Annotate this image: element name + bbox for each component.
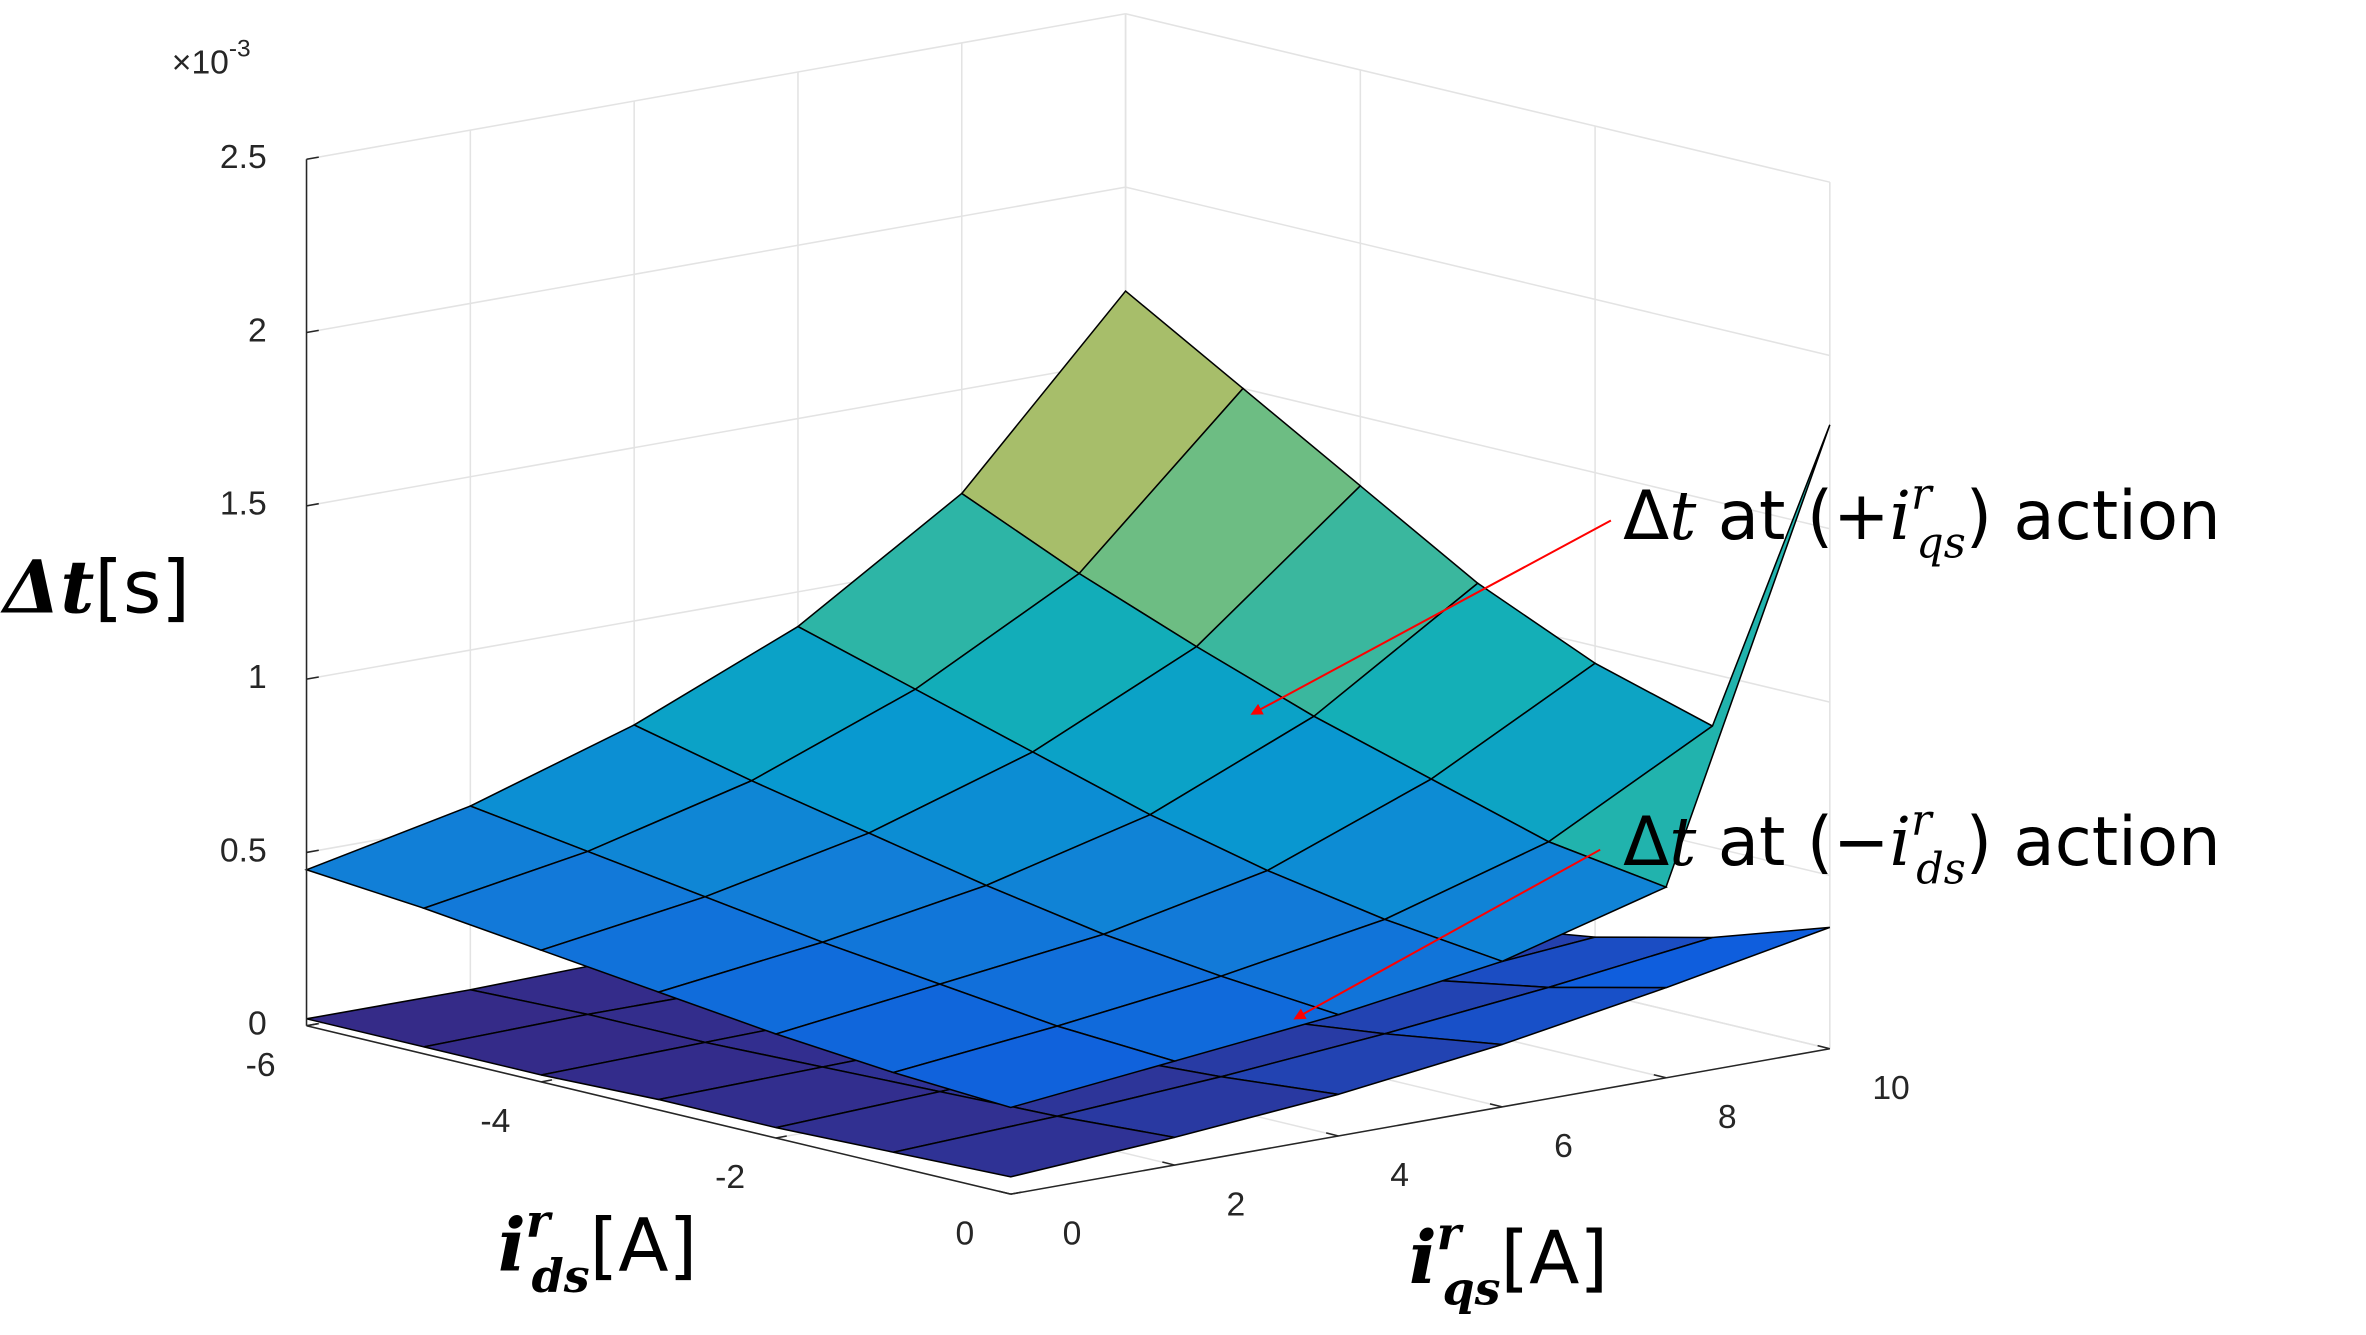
tick-mark (306, 1023, 318, 1027)
exp-power: -3 (229, 36, 251, 63)
x-unit: [A] (590, 1204, 698, 1289)
x-sup: r (526, 1194, 553, 1248)
z-tick-label: 1.5 (220, 486, 267, 523)
ann-sub: qs (1916, 518, 1965, 568)
tick-mark (1653, 1073, 1667, 1079)
y-tick-label: 2 (1226, 1186, 1245, 1223)
tick-mark (1162, 1161, 1175, 1166)
ann-mid: at (+ (1696, 476, 1889, 555)
z-tick-label: 1 (248, 659, 267, 696)
z-tick-label: 2.5 (220, 139, 267, 176)
axes: 0 0.5 1 1.5 2 2.5 -6 -4 -2 0 0 2 4 6 8 10 (220, 139, 1910, 1252)
x-sub: ds (532, 1249, 590, 1303)
tick-mark (541, 1079, 553, 1083)
x-tick-label: 0 (955, 1215, 974, 1252)
ann-end: ) action (1966, 802, 2221, 881)
ann-sup: r (1911, 469, 1934, 519)
ann-delta: Δ (1623, 476, 1669, 555)
y-sym: i (1409, 1215, 1437, 1301)
y-tick-label: 6 (1554, 1128, 1573, 1165)
y-unit: [A] (1501, 1216, 1609, 1301)
y-sup: r (1437, 1206, 1464, 1260)
tick-mark (1010, 1191, 1022, 1195)
ann-mid: at (− (1696, 802, 1889, 881)
tick-mark (306, 329, 319, 334)
grid-line (306, 186, 1126, 334)
x-tick-label: -6 (246, 1047, 276, 1084)
z-tick-label: 0 (248, 1006, 267, 1043)
z-tick-label: 0.5 (220, 832, 267, 869)
y-tick-label: 4 (1390, 1157, 1409, 1194)
z-tick-label: 2 (248, 312, 267, 349)
tick-mark (998, 1190, 1011, 1195)
x-tick-label: -2 (715, 1159, 745, 1196)
tick-mark (306, 156, 319, 160)
ann-end: ) action (1966, 476, 2221, 555)
annotation-arrow (1293, 848, 1601, 1020)
z-axis-label: Δt[s] (0, 544, 190, 630)
tick-mark (1817, 1044, 1831, 1050)
z-unit: [s] (94, 545, 190, 630)
z-exponent: ×10-3 (172, 36, 251, 81)
axis-line (306, 1025, 1011, 1195)
ann-sub: ds (1916, 844, 1965, 894)
y-tick-label: 8 (1718, 1099, 1737, 1136)
grid-line (1125, 13, 1831, 183)
exp-base: ×10 (172, 44, 229, 81)
grid-line (306, 13, 1126, 160)
ann-var: t (1669, 802, 1697, 881)
annotation: Δt at (+ir qs) action (1623, 469, 2221, 568)
y-axis-label: ir qs[A] (1409, 1206, 1608, 1315)
grid-line (306, 359, 1126, 507)
grid-line (1125, 186, 1831, 357)
x-tick-label: -4 (480, 1103, 510, 1140)
tick-mark (775, 1135, 787, 1139)
z-sym: Δt (0, 544, 94, 630)
surfaces (304, 289, 1831, 1178)
axis-line (1010, 1047, 1830, 1195)
ann-var: t (1669, 476, 1697, 555)
surface-face (890, 1025, 1178, 1109)
x-axis-label: ir ds[A] (498, 1194, 697, 1303)
y-sub: qs (1443, 1261, 1501, 1315)
ann-delta: Δ (1623, 802, 1669, 881)
tick-mark (306, 849, 319, 854)
surface-face (893, 1115, 1175, 1178)
tick-mark (1325, 1132, 1339, 1137)
annotation-arrow (1250, 519, 1612, 715)
ann-sym: i (1890, 476, 1912, 555)
annotation: Δt at (−ir ds) action (1623, 795, 2221, 894)
y-tick-label: 0 (1063, 1215, 1082, 1252)
tick-mark (306, 676, 319, 680)
tick-mark (306, 502, 319, 507)
ann-sym: i (1890, 802, 1912, 881)
tick-mark (1489, 1103, 1503, 1108)
ann-sup: r (1911, 795, 1934, 845)
x-sym: i (498, 1203, 526, 1289)
y-tick-label: 10 (1872, 1070, 1909, 1107)
